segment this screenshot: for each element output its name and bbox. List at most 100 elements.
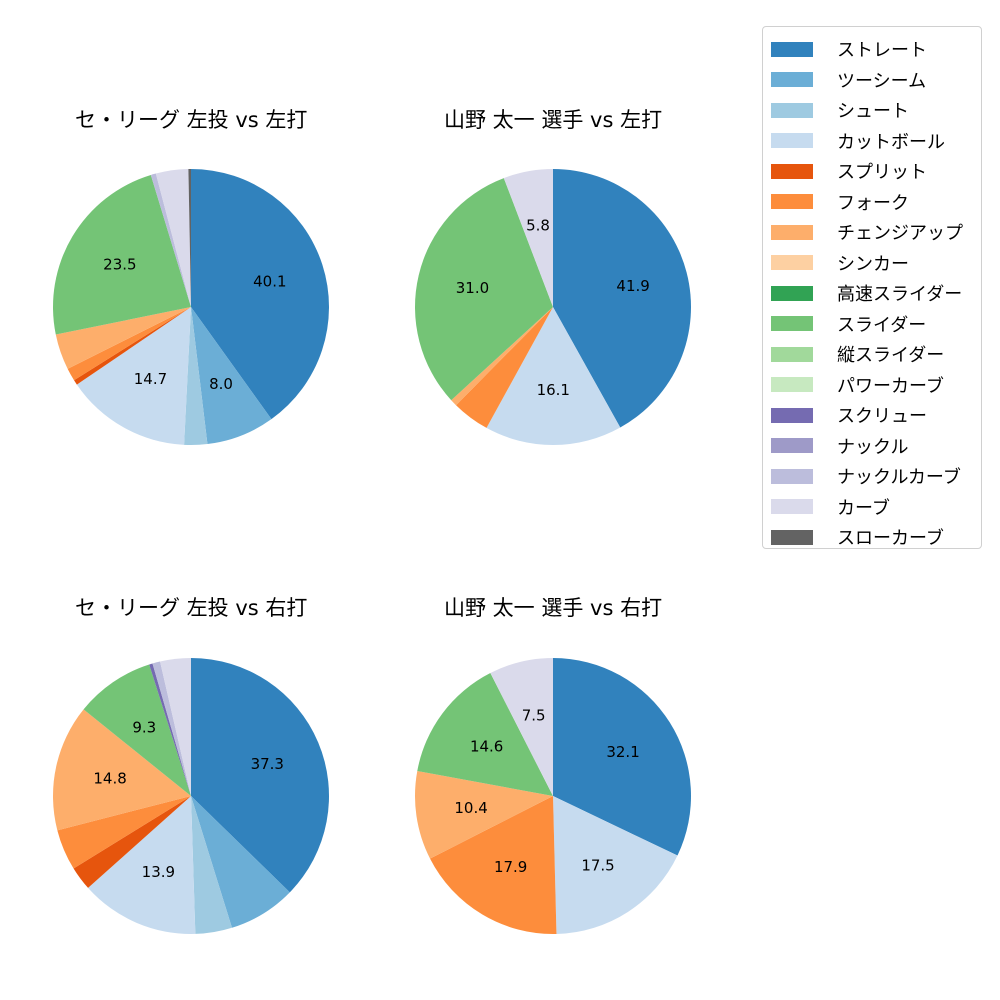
legend-swatch xyxy=(771,255,813,270)
slice-value-label: 41.9 xyxy=(616,277,649,295)
legend-item: 高速スライダー xyxy=(771,282,963,305)
pie-slice xyxy=(191,796,290,928)
slice-value-label: 5.8 xyxy=(526,217,550,235)
pie-slice xyxy=(55,307,191,369)
pie-slice xyxy=(553,658,691,856)
pie-slice xyxy=(57,796,191,869)
slice-value-label: 9.3 xyxy=(132,719,156,737)
legend-item: シンカー xyxy=(771,252,909,275)
pie-slice xyxy=(490,658,553,796)
legend-swatch xyxy=(771,499,813,514)
legend-swatch xyxy=(771,529,813,545)
pie-slice xyxy=(456,307,553,428)
legend-item: スローカーブ xyxy=(771,526,944,549)
pie-slice xyxy=(503,169,553,307)
pie-slice xyxy=(53,709,191,831)
legend-swatch xyxy=(771,224,813,240)
legend-label: フォーク xyxy=(837,192,909,214)
pie-chart: 32.1 17.5 17.9 10.4 14.6 7.5 xyxy=(415,658,691,934)
pie-chart: 41.9 16.1 31.0 5.8 xyxy=(415,169,691,445)
legend-item: フォーク xyxy=(771,191,909,214)
pie-slice xyxy=(415,770,553,859)
pie-slice xyxy=(191,796,232,934)
legend-label: チェンジアップ xyxy=(837,223,963,244)
legend-label: ツーシーム xyxy=(837,70,927,92)
legend-item: スライダー xyxy=(771,313,927,336)
legend-swatch xyxy=(771,407,813,423)
legend-label: カーブ xyxy=(837,497,890,519)
slice-value-label: 7.5 xyxy=(522,706,546,724)
legend-item: パワーカーブ xyxy=(771,374,944,397)
legend-label: スライダー xyxy=(837,314,927,336)
pie-slice xyxy=(415,178,553,401)
pie-slice xyxy=(53,174,191,335)
pie-slice xyxy=(553,169,691,428)
pie-slice xyxy=(73,796,191,888)
pie-slice xyxy=(417,673,553,796)
legend-item: カーブ xyxy=(771,496,890,519)
legend-label: 縦スライダー xyxy=(837,345,945,366)
pie-slice xyxy=(88,796,196,934)
legend-swatch xyxy=(771,194,813,209)
pie-slice xyxy=(155,169,191,307)
pie-slice xyxy=(553,796,678,934)
pie-slice xyxy=(74,307,191,385)
pie-slice xyxy=(191,658,329,893)
pie-slice xyxy=(160,658,191,796)
pie-slice xyxy=(191,169,329,420)
pie-slice xyxy=(150,173,191,307)
legend-swatch xyxy=(771,41,813,57)
legend-item: ナックルカーブ xyxy=(771,465,961,488)
legend-item: ツーシーム xyxy=(771,69,927,92)
legend-swatch xyxy=(771,468,813,484)
pie-slice xyxy=(430,796,557,934)
slice-value-label: 16.1 xyxy=(537,381,570,399)
legend-label: パワーカーブ xyxy=(837,375,944,397)
pie-slice xyxy=(184,307,208,445)
legend-item: 縦スライダー xyxy=(771,343,945,366)
legend-swatch xyxy=(771,102,813,118)
legend-label: スプリット xyxy=(837,162,927,183)
legend-label: 高速スライダー xyxy=(837,284,963,305)
legend-item: スプリット xyxy=(771,160,927,183)
legend-swatch xyxy=(771,346,813,362)
slice-value-label: 23.5 xyxy=(103,256,136,274)
slice-value-label: 40.1 xyxy=(253,273,286,291)
legend-item: シュート xyxy=(771,99,909,122)
pie-slice xyxy=(188,169,191,307)
legend-swatch xyxy=(771,285,813,301)
legend-label: スローカーブ xyxy=(837,528,944,549)
legend-label: シンカー xyxy=(837,253,909,275)
legend-swatch xyxy=(771,377,813,392)
legend-label: ナックル xyxy=(837,436,909,458)
legend-swatch xyxy=(771,316,813,331)
slice-value-label: 17.9 xyxy=(494,858,527,876)
legend-label: スクリュー xyxy=(837,406,927,427)
chart-title: 山野 太一 選手 vs 右打 xyxy=(444,596,663,620)
pie-slice xyxy=(152,661,191,796)
slice-value-label: 17.5 xyxy=(581,856,614,874)
pie-slice xyxy=(76,307,191,445)
slice-value-label: 8.0 xyxy=(209,375,233,393)
legend-swatch xyxy=(771,438,813,453)
pie-slice xyxy=(486,307,621,445)
pie-slice xyxy=(451,307,553,406)
slice-value-label: 32.1 xyxy=(606,743,639,761)
legend-swatch xyxy=(771,72,813,87)
legend-item: ストレート xyxy=(771,38,927,61)
legend-label: シュート xyxy=(837,101,909,122)
legend-label: カットボール xyxy=(837,131,945,153)
legend-item: スクリュー xyxy=(771,404,927,427)
chart-title: セ・リーグ 左投 vs 左打 xyxy=(75,108,308,132)
legend-item: カットボール xyxy=(771,130,945,153)
slice-value-label: 14.7 xyxy=(134,370,167,388)
pie-chart: 37.3 13.9 14.8 9.3 xyxy=(53,658,329,934)
pie-chart: 40.1 8.0 14.7 23.5 xyxy=(53,169,329,445)
slice-value-label: 14.6 xyxy=(470,737,503,755)
slice-value-label: 10.4 xyxy=(454,799,487,817)
pie-slice xyxy=(149,663,191,796)
slice-value-label: 37.3 xyxy=(251,755,284,773)
legend-item: ナックル xyxy=(771,435,909,458)
pie-slice xyxy=(67,307,191,381)
slice-value-label: 31.0 xyxy=(456,279,489,297)
